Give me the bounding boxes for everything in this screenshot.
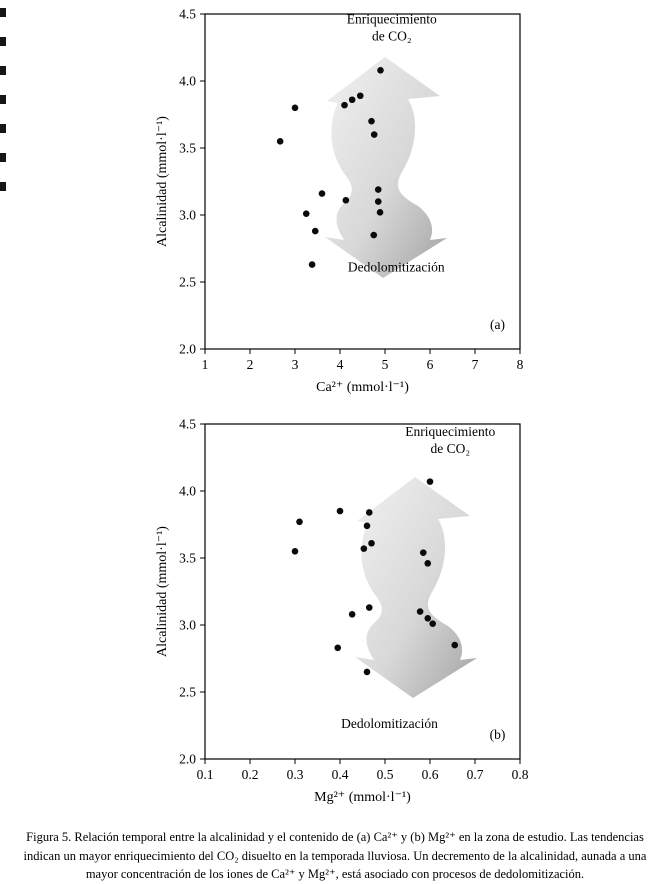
- data-point: [374, 186, 382, 193]
- page-edge-mark: [0, 66, 6, 75]
- y-tick-label: 2.5: [179, 275, 196, 290]
- data-point: [291, 104, 299, 112]
- y-tick-label: 4.5: [179, 7, 196, 22]
- y-tick-label: 3.0: [179, 208, 196, 223]
- x-tick-label: 1: [202, 357, 209, 372]
- page-edge-mark: [0, 95, 6, 104]
- x-tick-label: 3: [292, 357, 299, 372]
- data-point: [429, 620, 437, 627]
- page-edge-mark: [0, 153, 6, 162]
- data-point: [368, 539, 375, 547]
- data-point: [426, 478, 434, 485]
- page-edge-mark: [0, 124, 6, 133]
- y-tick-label: 2.0: [179, 752, 196, 767]
- panel-label: (a): [490, 317, 505, 332]
- data-point: [377, 66, 384, 74]
- data-point: [363, 522, 371, 530]
- data-point: [296, 518, 303, 526]
- x-tick-label: 0.3: [287, 767, 304, 782]
- data-point: [451, 641, 459, 649]
- data-point: [416, 608, 424, 615]
- trend-double-arrow: [325, 57, 447, 278]
- y-tick-label: 2.0: [179, 342, 196, 357]
- data-point: [370, 131, 378, 138]
- data-point: [365, 604, 373, 611]
- annotation-label: de CO₂: [372, 28, 412, 43]
- data-point: [424, 560, 432, 567]
- y-tick-label: 3.0: [179, 618, 196, 633]
- x-tick-label: 7: [472, 357, 479, 372]
- annotation-label: de CO₂: [430, 441, 470, 456]
- x-tick-label: 0.7: [467, 767, 484, 782]
- x-axis-title: Mg²⁺ (mmol·l⁻¹): [314, 790, 411, 805]
- y-axis-title: Alcalinidad (mmol·l⁻¹): [155, 526, 170, 657]
- data-point: [308, 261, 316, 268]
- data-point: [334, 644, 342, 652]
- figure-panel-b: 0.1 0.2 0.3 0.4 0.5 0.6 0.7 0.8 2.0 2.5 3.0 3.5 4.0 4…: [150, 414, 670, 812]
- y-tick-label: 4.5: [179, 417, 196, 432]
- data-point: [311, 227, 319, 235]
- page-edge-mark: [0, 37, 6, 46]
- y-tick-label: 4.0: [179, 484, 196, 499]
- y-tick-label: 4.0: [179, 74, 196, 89]
- data-point: [342, 196, 350, 204]
- data-point: [370, 231, 378, 239]
- annotation-label: Dedolomitización: [341, 716, 438, 731]
- trend-double-arrow: [355, 477, 477, 698]
- page-edge-mark: [0, 8, 6, 17]
- data-point: [363, 668, 371, 676]
- figure-panel-a: 1 2 3 4 5 6 7 8 2.0 2.5 3.0 3.5 4.0 4.5 Ca²⁺ (mmol·l⁻¹…: [150, 0, 670, 402]
- x-tick-label: 2: [247, 357, 254, 372]
- caption-line-1: Figura 5. Relación temporal entre la alc…: [26, 830, 644, 844]
- data-point: [424, 615, 432, 622]
- data-point: [356, 92, 364, 100]
- x-tick-label: 5: [382, 357, 389, 372]
- x-tick-label: 0.6: [422, 767, 439, 782]
- x-axis-title: Ca²⁺ (mmol·l⁻¹): [316, 380, 409, 395]
- annotation-label: Dedolomitización: [348, 259, 445, 274]
- scatter-plot-ca-alkalinity: 1 2 3 4 5 6 7 8 2.0 2.5 3.0 3.5 4.0 4.5 Ca²⁺ (mmol·l⁻¹…: [155, 7, 524, 396]
- data-point: [374, 198, 382, 205]
- data-point: [291, 548, 299, 555]
- data-point: [419, 549, 427, 556]
- x-tick-label: 6: [427, 357, 434, 372]
- x-tick-label: 0.4: [332, 767, 349, 782]
- y-axis-title: Alcalinidad (mmol·l⁻¹): [155, 116, 170, 247]
- page-edge-mark: [0, 182, 6, 191]
- plot-frame: [204, 423, 521, 760]
- plot-frame: [204, 13, 521, 350]
- data-point: [368, 117, 375, 125]
- data-point: [348, 96, 356, 104]
- x-tick-label: 8: [517, 357, 524, 372]
- figure-caption: Figura 5. Relación temporal entre la alc…: [0, 828, 670, 884]
- caption-line-2: indican un mayor enriquecimiento del CO₂…: [23, 848, 647, 863]
- x-tick-label: 0.1: [197, 767, 214, 782]
- panel-label: (b): [490, 727, 506, 742]
- y-tick-label: 2.5: [179, 685, 196, 700]
- data-point: [360, 545, 368, 552]
- data-point: [348, 610, 356, 618]
- x-tick-label: 4: [337, 357, 344, 372]
- annotation-label: Enriquecimiento: [347, 11, 437, 26]
- data-point: [365, 509, 373, 516]
- annotation-label: Enriquecimiento: [405, 424, 495, 439]
- scatter-plot-mg-alkalinity: 0.1 0.2 0.3 0.4 0.5 0.6 0.7 0.8 2.0 2.5 3.0 3.5 4.0 4…: [155, 417, 529, 806]
- x-tick-label: 0.2: [242, 767, 259, 782]
- caption-line-3: mayor concentración de los iones de Ca²⁺…: [85, 867, 585, 881]
- x-tick-label: 0.8: [512, 767, 529, 782]
- y-tick-label: 3.5: [179, 141, 196, 156]
- y-tick-label: 3.5: [179, 551, 196, 566]
- data-point: [376, 209, 384, 216]
- data-point: [336, 507, 344, 515]
- data-point: [276, 138, 284, 145]
- scan-edge-marks: [0, 8, 8, 211]
- data-point: [302, 210, 310, 217]
- data-point: [318, 190, 326, 197]
- data-point: [341, 101, 348, 109]
- x-tick-label: 0.5: [377, 767, 394, 782]
